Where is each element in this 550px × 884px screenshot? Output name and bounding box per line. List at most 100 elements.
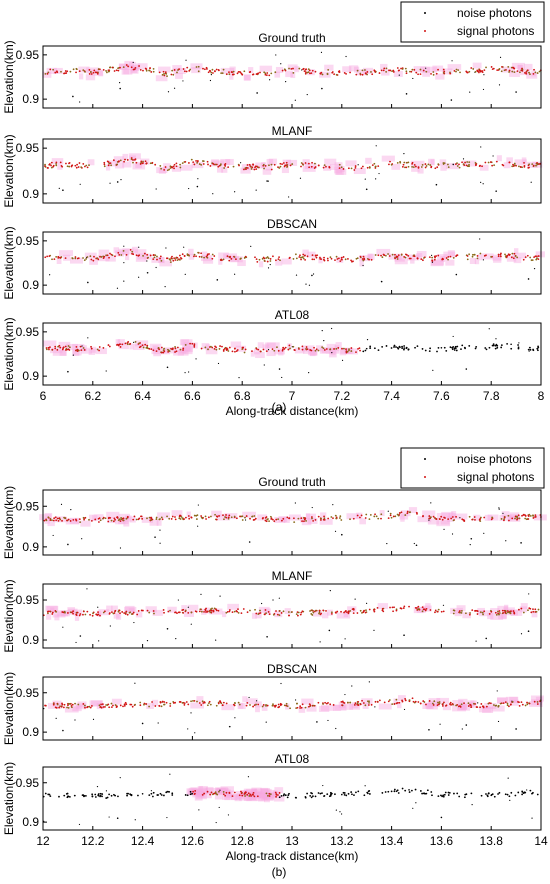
- signal-point: [281, 519, 283, 522]
- y-tick-label: 0.95: [16, 234, 40, 248]
- signal-point: [265, 350, 268, 353]
- signal-point: [430, 165, 433, 168]
- signal-point: [60, 705, 63, 708]
- halo-patch: [89, 258, 98, 265]
- signal-point: [55, 161, 58, 164]
- signal-point: [98, 346, 101, 348]
- noise-point: [312, 795, 314, 798]
- signal-point: [445, 257, 448, 259]
- signal-point: [49, 610, 51, 613]
- signal-point: [158, 71, 161, 74]
- noise-series: [62, 588, 530, 644]
- legend-box: [400, 1, 545, 43]
- noise-point: [314, 795, 317, 798]
- signal-point: [533, 68, 535, 71]
- halo-patch: [234, 795, 242, 802]
- signal-point: [338, 167, 341, 170]
- signal-point: [290, 611, 293, 614]
- signal-point: [311, 516, 313, 518]
- signal-point: [405, 166, 408, 169]
- signal-point: [181, 609, 184, 611]
- noise-point: [311, 506, 313, 509]
- halo-patch: [309, 349, 318, 356]
- signal-point: [82, 613, 84, 616]
- signal-point: [389, 606, 391, 609]
- halo-patch: [145, 606, 157, 613]
- signal-point: [56, 517, 59, 520]
- signal-point: [252, 791, 255, 794]
- signal-point: [364, 704, 367, 707]
- panel-title: DBSCAN: [267, 662, 317, 676]
- signal-point: [204, 609, 207, 612]
- signal-point: [143, 252, 146, 255]
- signal-point: [537, 258, 540, 260]
- signal-point: [420, 258, 423, 261]
- signal-point: [272, 703, 274, 706]
- caption-b: (b): [272, 865, 287, 879]
- signal-point: [532, 72, 535, 75]
- halo-patch: [172, 65, 182, 72]
- signal-point: [417, 701, 420, 703]
- halo-patch: [509, 70, 520, 77]
- signal-point: [300, 162, 303, 164]
- signal-point: [198, 610, 201, 613]
- signal-point: [121, 611, 124, 613]
- signal-point: [527, 515, 530, 517]
- signal-point: [476, 257, 479, 260]
- signal-point: [437, 608, 440, 611]
- halo-patch: [302, 165, 316, 172]
- signal-point: [298, 256, 301, 258]
- signal-point: [192, 790, 195, 793]
- signal-point: [451, 703, 454, 705]
- signal-point: [175, 162, 178, 165]
- noise-point: [138, 246, 140, 248]
- noise-point: [152, 791, 155, 794]
- signal-point: [252, 73, 255, 76]
- signal-point: [429, 609, 432, 611]
- signal-point: [172, 702, 175, 704]
- signal-point: [183, 704, 186, 706]
- signal-point: [148, 611, 151, 614]
- signal-point: [167, 610, 170, 613]
- signal-point: [476, 255, 479, 257]
- signal-point: [472, 68, 475, 70]
- signal-point: [288, 614, 290, 617]
- signal-point: [451, 516, 454, 518]
- signal-point: [139, 701, 142, 704]
- halo-patch: [56, 257, 62, 264]
- signal-point: [293, 521, 296, 524]
- signal-point: [377, 254, 380, 257]
- noise-point: [495, 343, 498, 346]
- noise-point: [437, 346, 440, 349]
- signal-point: [193, 514, 196, 517]
- halo-patch: [307, 349, 318, 356]
- halo-patch: [54, 614, 60, 621]
- signal-point: [277, 166, 279, 168]
- signal-point: [253, 168, 256, 171]
- noise-point: [87, 337, 89, 339]
- signal-point: [493, 164, 496, 167]
- noise-point: [528, 346, 531, 349]
- signal-point: [197, 70, 200, 73]
- signal-point: [170, 347, 172, 350]
- signal-point: [503, 516, 506, 519]
- y-tick-label: 0.95: [16, 686, 40, 700]
- signal-point: [310, 72, 313, 75]
- signal-point: [252, 163, 254, 166]
- signal-point: [241, 515, 244, 518]
- signal-point: [373, 515, 376, 518]
- signal-point: [519, 166, 522, 168]
- signal-point: [54, 71, 57, 74]
- noise-point: [498, 791, 501, 794]
- signal-point: [302, 67, 305, 70]
- signal-point: [497, 253, 500, 256]
- signal-point: [198, 163, 201, 165]
- signal-point: [226, 255, 229, 258]
- signal-point: [476, 69, 479, 72]
- halo-patch: [45, 605, 58, 612]
- signal-point: [187, 611, 190, 614]
- signal-point: [85, 257, 88, 260]
- signal-point: [273, 349, 276, 352]
- noise-point: [439, 723, 441, 725]
- panel-title: DBSCAN: [267, 217, 317, 231]
